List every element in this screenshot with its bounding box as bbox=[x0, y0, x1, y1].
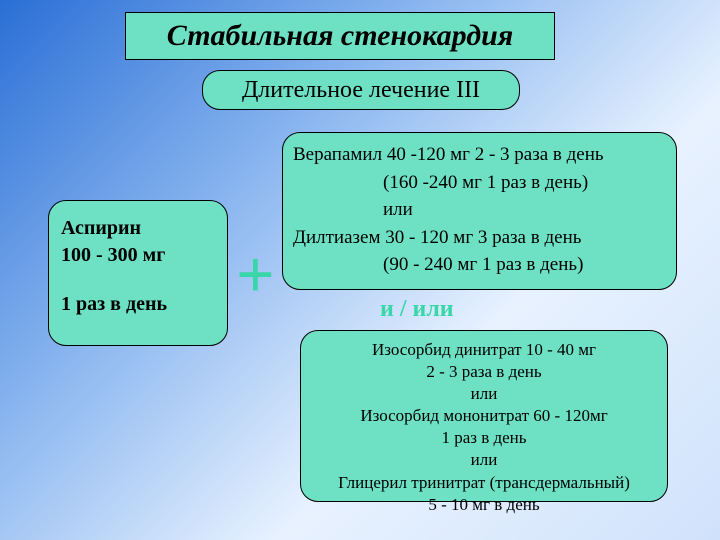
verap-line: (90 - 240 мг 1 раз в день) bbox=[293, 251, 668, 279]
title-box: Стабильная стенокардия bbox=[125, 12, 555, 60]
verap-line: Дилтиазем 30 - 120 мг 3 раза в день bbox=[293, 224, 668, 252]
aspirin-name: Аспирин bbox=[61, 215, 217, 242]
aspirin-freq: 1 раз в день bbox=[61, 291, 217, 318]
plus-symbol: + bbox=[236, 240, 275, 308]
verap-line: Верапамил 40 -120 мг 2 - 3 раза в день bbox=[293, 141, 668, 169]
and-or-label: и / или bbox=[380, 296, 454, 323]
spacer bbox=[61, 269, 217, 291]
aspirin-dose: 100 - 300 мг bbox=[61, 242, 217, 269]
verap-line: (160 -240 мг 1 раз в день) bbox=[293, 169, 668, 197]
iso-line: 2 - 3 раза в день bbox=[307, 361, 661, 383]
iso-line: 5 - 10 мг в день bbox=[307, 494, 661, 516]
subtitle-box: Длительное лечение III bbox=[202, 70, 520, 110]
iso-line: Изосорбид динитрат 10 - 40 мг bbox=[307, 339, 661, 361]
verap-line: или bbox=[293, 196, 668, 224]
iso-line: Глицерил тринитрат (трансдермальный) bbox=[307, 472, 661, 494]
aspirin-box: Аспирин 100 - 300 мг 1 раз в день bbox=[48, 200, 228, 346]
iso-line: Изосорбид мононитрат 60 - 120мг bbox=[307, 405, 661, 427]
isosorbide-box: Изосорбид динитрат 10 - 40 мг 2 - 3 раза… bbox=[300, 330, 668, 502]
verapamil-box: Верапамил 40 -120 мг 2 - 3 раза в день (… bbox=[282, 132, 677, 290]
title-text: Стабильная стенокардия bbox=[167, 19, 513, 53]
iso-line: 1 раз в день bbox=[307, 427, 661, 449]
iso-line: или bbox=[307, 383, 661, 405]
iso-line: или bbox=[307, 449, 661, 471]
subtitle-text: Длительное лечение III bbox=[242, 77, 480, 104]
